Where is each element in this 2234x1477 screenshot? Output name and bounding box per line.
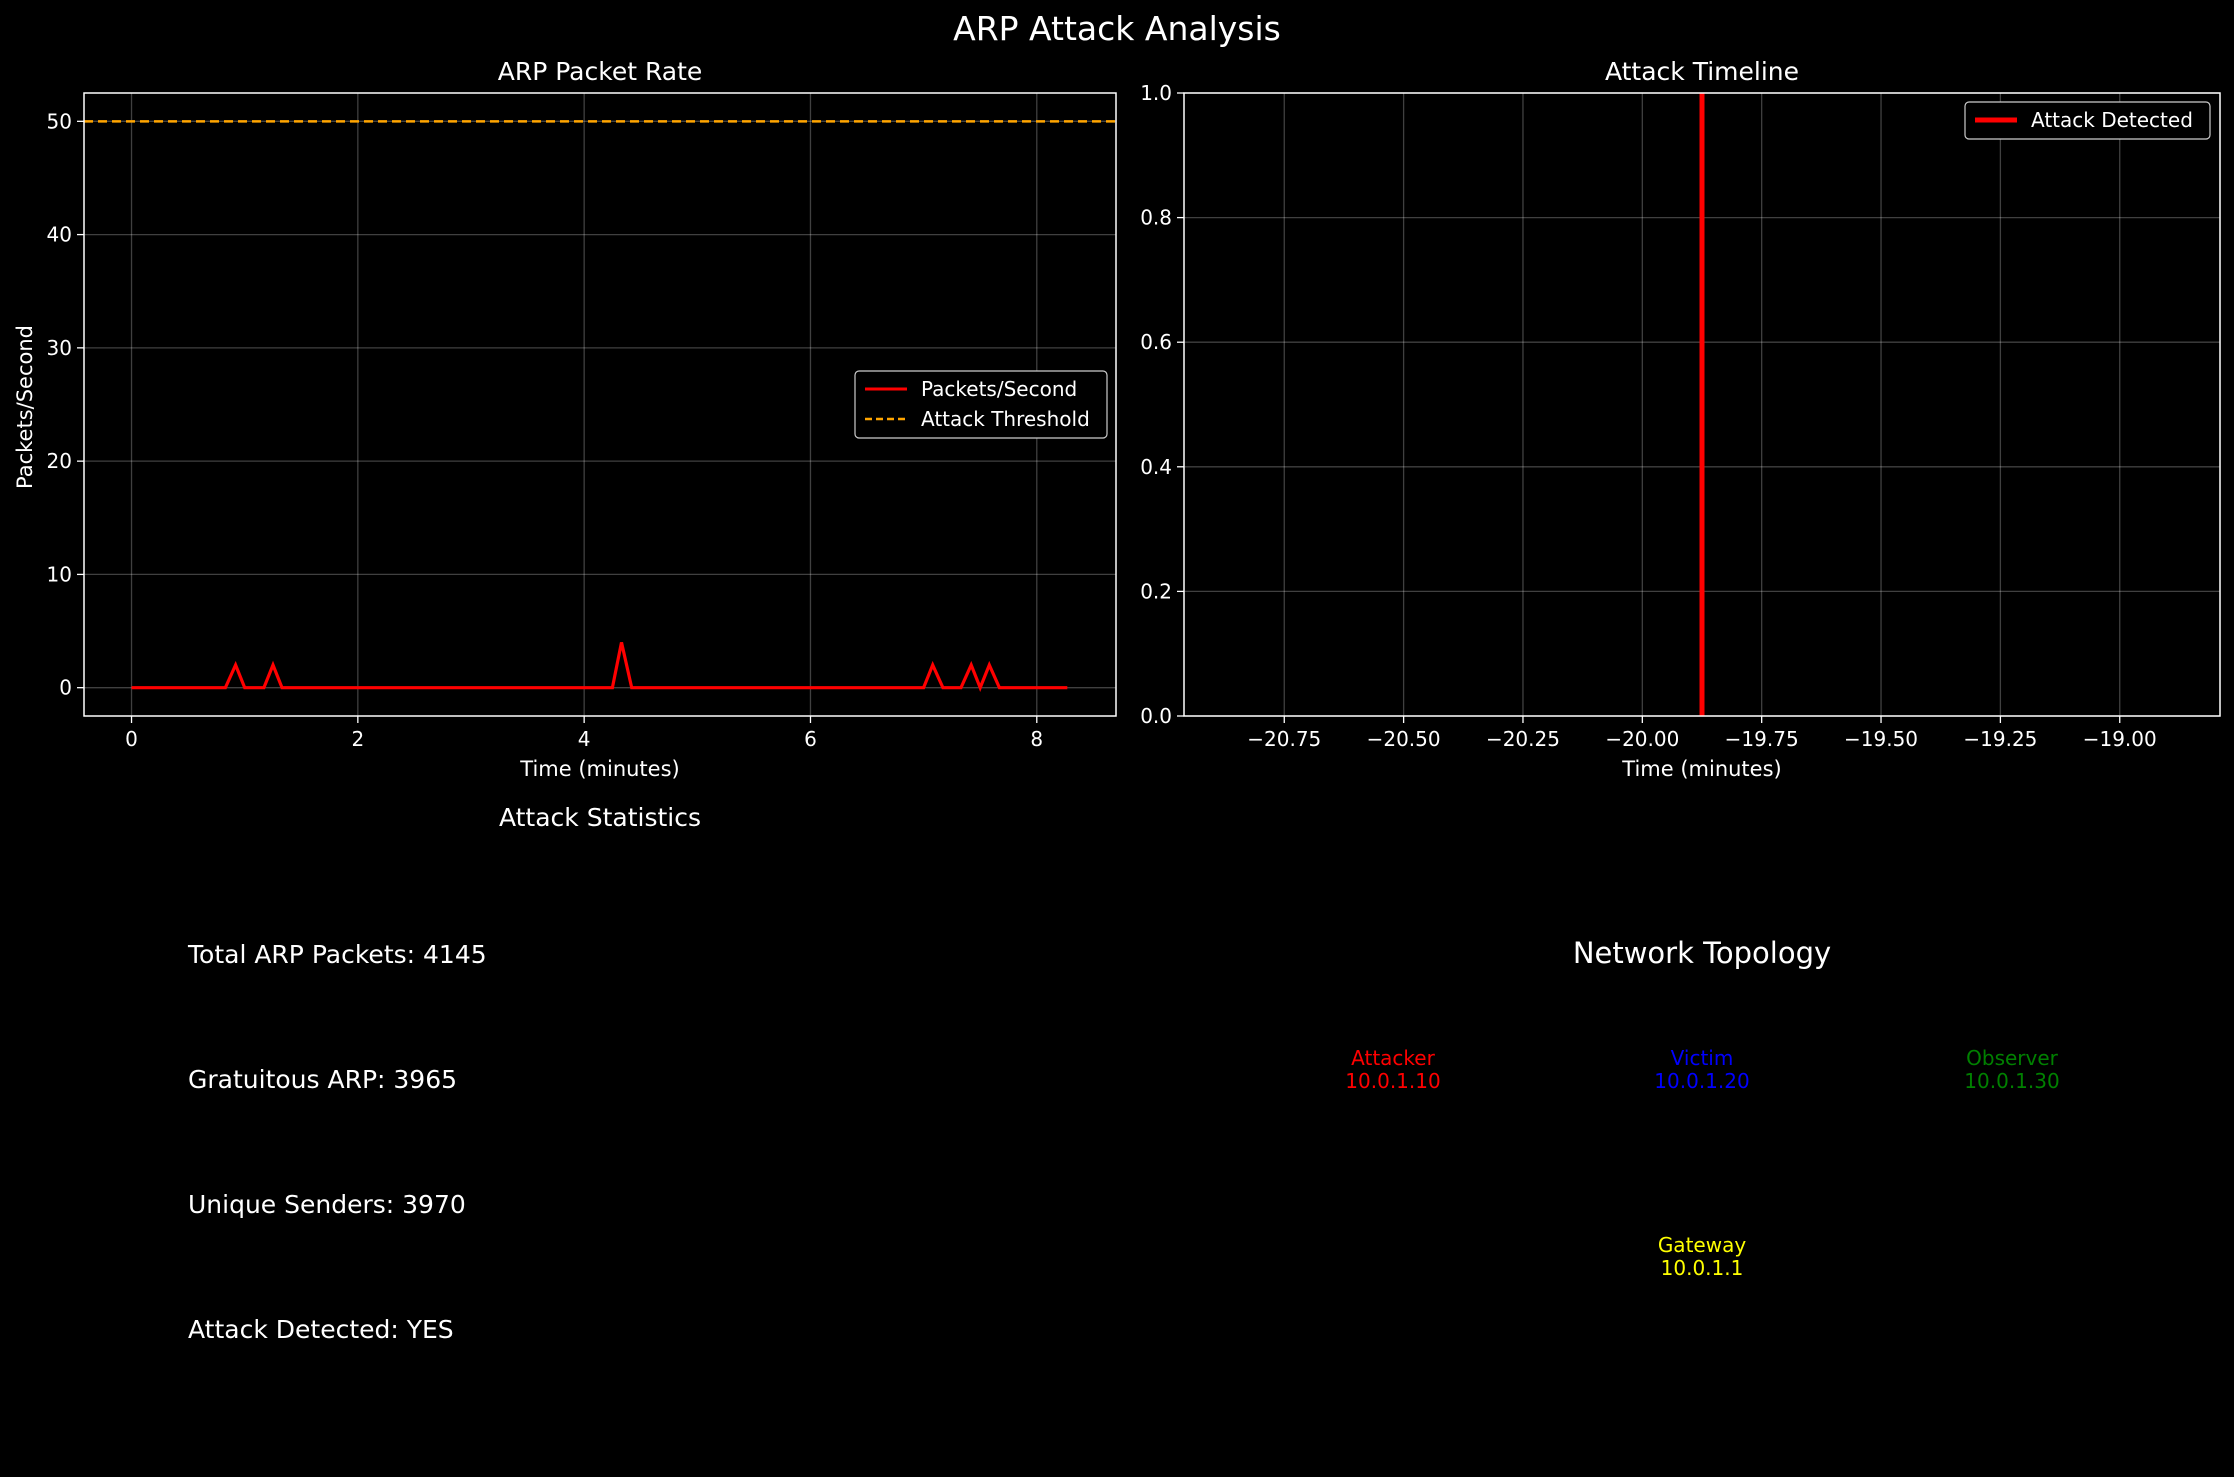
- packet-rate-chart: ARP Packet Rate 0 2 4 6 8 0 10 20 30 40 50 Time (m…: [13, 57, 1117, 781]
- attack-timeline-tick-label-x: −20.75: [1247, 727, 1321, 751]
- node-gateway-ip: 10.0.1.1: [1661, 1256, 1744, 1280]
- attack-timeline-tick-label-x: −19.50: [1844, 727, 1918, 751]
- packet-rate-tick-label-y: 0: [59, 676, 72, 700]
- packet-rate-tick-label-y: 20: [47, 449, 72, 473]
- packet-rate-legend: Packets/Second Attack Threshold: [854, 370, 1108, 439]
- figure-title: ARP Attack Analysis: [953, 9, 1281, 48]
- packet-rate-tick-label-x: 0: [125, 727, 138, 751]
- legend-label-packets: Packets/Second: [921, 377, 1077, 401]
- packet-rate-tick-label-x: 6: [804, 727, 817, 751]
- network-topology-title: Network Topology: [1573, 936, 1831, 970]
- attack-timeline-tick-label-x: −19.75: [1725, 727, 1799, 751]
- legend-box: [1964, 101, 2211, 140]
- attack-timeline-tick-label-y: 0.4: [1140, 455, 1172, 479]
- attack-statistics-title: Attack Statistics: [499, 803, 701, 832]
- attack-timeline-frame: [1183, 92, 2221, 717]
- stat-attack-detected: Attack Detected: YES: [188, 1315, 454, 1344]
- packet-rate-title: ARP Packet Rate: [498, 57, 703, 86]
- stat-total-packets: Total ARP Packets: 4145: [187, 940, 487, 969]
- node-observer-name: Observer: [1966, 1046, 2059, 1070]
- attack-timeline-title: Attack Timeline: [1605, 57, 1799, 86]
- attack-timeline-tick-label-x: −20.50: [1367, 727, 1441, 751]
- node-victim-ip: 10.0.1.20: [1654, 1069, 1749, 1093]
- packet-rate-ylabel: Packets/Second: [13, 325, 37, 489]
- node-attacker: Attacker 10.0.1.10: [1345, 1046, 1440, 1093]
- attack-timeline-xlabel: Time (minutes): [1621, 757, 1781, 781]
- legend-box: [854, 370, 1108, 439]
- attack-timeline-tick-label-y: 1.0: [1140, 81, 1172, 105]
- packet-rate-xlabel: Time (minutes): [519, 757, 679, 781]
- legend-label-threshold: Attack Threshold: [921, 407, 1090, 431]
- node-gateway-name: Gateway: [1658, 1233, 1747, 1257]
- attack-timeline-tick-label-y: 0.2: [1140, 579, 1172, 603]
- legend-label-attack: Attack Detected: [2031, 108, 2193, 132]
- packet-rate-tick-label-y: 30: [47, 336, 72, 360]
- node-gateway: Gateway 10.0.1.1: [1658, 1233, 1747, 1280]
- attack-timeline-tick-label-y: 0.0: [1140, 704, 1172, 728]
- attack-timeline-tick-label-y: 0.8: [1140, 206, 1172, 230]
- packet-rate-marks: [84, 120, 1116, 693]
- stat-gratuitous-arp: Gratuitous ARP: 3965: [188, 1065, 457, 1094]
- attack-timeline-tick-label-x: −20.25: [1486, 727, 1560, 751]
- attack-timeline-tick-label-x: −19.00: [2083, 727, 2157, 751]
- packet-rate-frame: [83, 92, 1117, 717]
- stat-unique-senders: Unique Senders: 3970: [188, 1190, 466, 1219]
- attack-statistics-panel: Attack Statistics Total ARP Packets: 414…: [187, 803, 701, 1344]
- attack-timeline-tick-label-y: 0.6: [1140, 330, 1172, 354]
- packet-rate-tick-label-x: 4: [578, 727, 591, 751]
- packets-per-second-line: [131, 642, 1068, 693]
- attack-timeline-tick-label-x: −20.00: [1605, 727, 1679, 751]
- node-attacker-ip: 10.0.1.10: [1345, 1069, 1440, 1093]
- packet-rate-tick-label-y: 50: [47, 109, 72, 133]
- packet-rate-tick-label-y: 40: [47, 223, 72, 247]
- node-victim: Victim 10.0.1.20: [1654, 1046, 1749, 1093]
- attack-timeline-legend: Attack Detected: [1964, 101, 2211, 140]
- node-attacker-name: Attacker: [1351, 1046, 1435, 1070]
- packet-rate-tick-label-y: 10: [47, 562, 72, 586]
- node-observer-ip: 10.0.1.30: [1964, 1069, 2059, 1093]
- node-observer: Observer 10.0.1.30: [1964, 1046, 2059, 1093]
- attack-timeline-chart: Attack Timeline −20.75 −20.50 −20.25 −20.00…: [1140, 57, 2221, 781]
- network-topology-panel: Network Topology Attacker 10.0.1.10 Vict…: [1345, 936, 2059, 1280]
- packet-rate-tick-label-x: 8: [1030, 727, 1043, 751]
- packet-rate-tick-label-x: 2: [351, 727, 364, 751]
- attack-timeline-ticks: −20.75 −20.50 −20.25 −20.00 −19.75 −19.50 −19.…: [1140, 81, 2157, 751]
- attack-timeline-tick-label-x: −19.25: [1963, 727, 2037, 751]
- node-victim-name: Victim: [1671, 1046, 1734, 1070]
- packet-rate-ticks: 0 2 4 6 8 0 10 20 30 40 50: [47, 109, 1044, 751]
